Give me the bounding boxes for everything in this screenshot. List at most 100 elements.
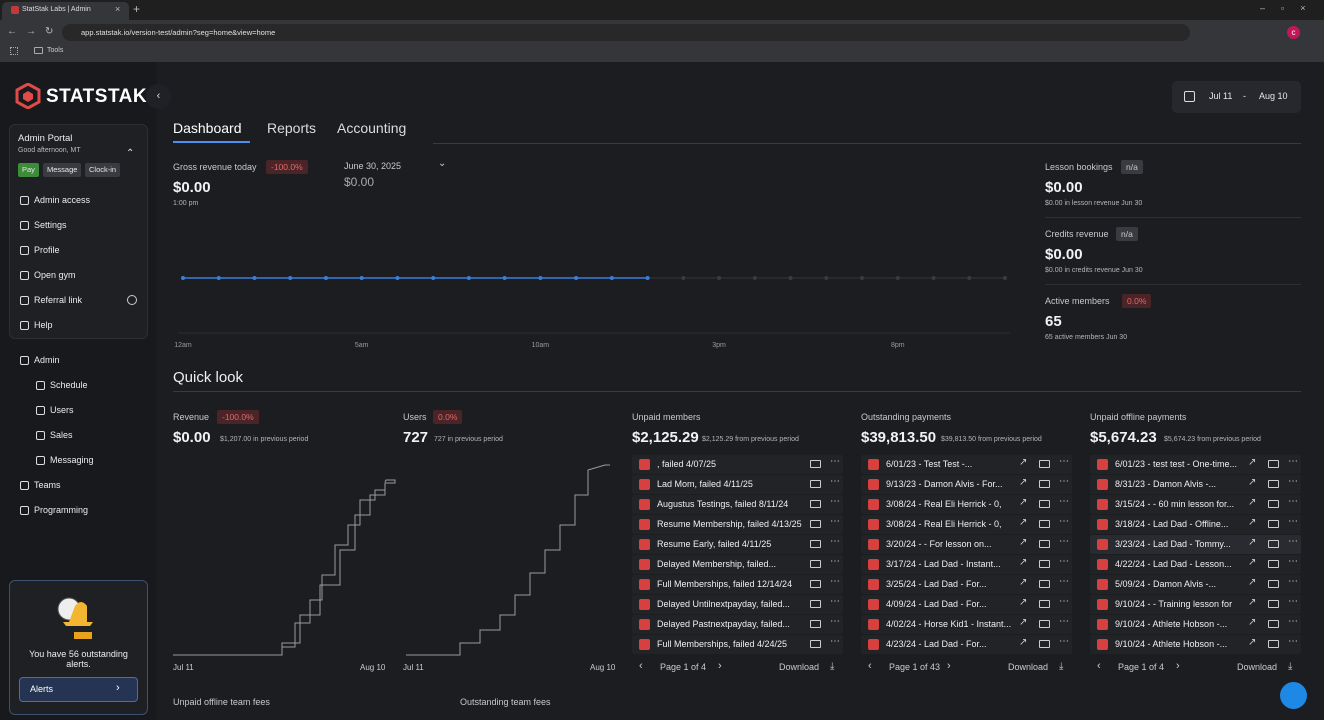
more-icon[interactable]: ⋯ [1059,636,1069,647]
more-icon[interactable]: ⋯ [830,476,840,487]
more-icon[interactable]: ⋯ [830,596,840,607]
mail-icon[interactable] [1268,480,1279,488]
mail-icon[interactable] [1039,520,1050,528]
mail-icon[interactable] [1039,640,1050,648]
mail-icon[interactable] [810,480,821,488]
menu-item[interactable]: Settings [34,220,67,230]
more-icon[interactable]: ⋯ [1059,516,1069,527]
next-page[interactable]: › [718,660,722,672]
row-bg[interactable] [861,635,1072,654]
tab[interactable] [2,2,129,20]
more-icon[interactable]: ⋯ [1288,476,1298,487]
row-bg[interactable] [1090,495,1301,514]
row-bg[interactable] [1090,455,1301,474]
row-bg[interactable] [861,475,1072,494]
date-picker[interactable] [1172,81,1301,113]
open-icon[interactable]: ↗ [1019,617,1028,628]
mail-icon[interactable] [810,560,821,568]
mail-icon[interactable] [810,640,821,648]
mail-icon[interactable] [1268,500,1279,508]
collapse-button[interactable]: ‹ [146,84,171,109]
row-bg[interactable] [1090,615,1301,634]
download-icon[interactable]: ⤓ [1288,661,1293,672]
more-icon[interactable]: ⋯ [830,616,840,627]
menu-item[interactable]: Messaging [50,455,94,465]
row-bg[interactable] [632,455,843,474]
menu-item[interactable]: Referral link [34,295,83,305]
row-bg[interactable] [1090,475,1301,494]
mail-icon[interactable] [1039,600,1050,608]
mail-icon[interactable] [1039,460,1050,468]
address-bar[interactable] [62,24,1190,41]
more-icon[interactable]: ⋯ [1288,576,1298,587]
open-icon[interactable]: ↗ [1248,497,1257,508]
download-icon[interactable]: ⤓ [1059,661,1064,672]
open-icon[interactable]: ↗ [1019,537,1028,548]
menu-section[interactable]: Admin [34,355,60,365]
menu-item[interactable]: Programming [34,505,89,515]
bookmark[interactable]: Tools [47,47,64,54]
mail-icon[interactable] [810,460,821,468]
profile-avatar[interactable]: c [1287,26,1300,39]
row-bg[interactable] [861,615,1072,634]
row-bg[interactable] [861,535,1072,554]
row-bg[interactable] [1090,595,1301,614]
row-bg[interactable] [632,515,843,534]
more-icon[interactable]: ⋯ [1288,556,1298,567]
open-icon[interactable]: ↗ [1019,477,1028,488]
row-bg[interactable] [1090,575,1301,594]
alerts-button[interactable] [19,677,138,702]
open-icon[interactable]: ↗ [1248,537,1257,548]
more-icon[interactable]: ⋯ [1288,456,1298,467]
open-icon[interactable]: ↗ [1019,597,1028,608]
menu-item[interactable]: Schedule [50,380,88,390]
more-icon[interactable]: ⋯ [1059,496,1069,507]
mail-icon[interactable] [810,500,821,508]
mail-icon[interactable] [810,580,821,588]
row-bg[interactable] [861,515,1072,534]
open-icon[interactable]: ↗ [1248,517,1257,528]
row-bg[interactable] [1090,515,1301,534]
more-icon[interactable]: ⋯ [830,456,840,467]
mail-icon[interactable] [1039,620,1050,628]
open-icon[interactable]: ↗ [1248,637,1257,648]
open-icon[interactable]: ↗ [1248,577,1257,588]
mail-icon[interactable] [1039,560,1050,568]
row-bg[interactable] [632,475,843,494]
menu-item[interactable]: Profile [34,245,60,255]
nav-tab[interactable]: Accounting [337,120,407,136]
chat-button[interactable] [1280,682,1307,709]
mail-icon[interactable] [810,540,821,548]
tab-close[interactable]: × [115,4,121,14]
more-icon[interactable]: ⋯ [1288,496,1298,507]
open-icon[interactable]: ↗ [1019,457,1028,468]
open-icon[interactable]: ↗ [1019,577,1028,588]
more-icon[interactable]: ⋯ [1059,456,1069,467]
prev-page[interactable]: ‹ [639,660,643,672]
download[interactable]: Download [1237,662,1278,672]
new-tab[interactable]: + [133,2,141,16]
prev-page[interactable]: ‹ [1097,660,1101,672]
more-icon[interactable]: ⋯ [1059,576,1069,587]
more-icon[interactable]: ⋯ [1288,536,1298,547]
mail-icon[interactable] [1268,620,1279,628]
row-bg[interactable] [632,635,843,654]
mail-icon[interactable] [1268,540,1279,548]
more-icon[interactable]: ⋯ [1288,596,1298,607]
portal-toggle[interactable]: ⌃ [126,148,135,159]
more-icon[interactable]: ⋯ [830,556,840,567]
open-icon[interactable]: ↗ [1248,617,1257,628]
more-icon[interactable]: ⋯ [1288,616,1298,627]
more-icon[interactable]: ⋯ [830,516,840,527]
open-icon[interactable]: ↗ [1019,497,1028,508]
row-bg[interactable] [1090,635,1301,654]
open-icon[interactable]: ↗ [1248,477,1257,488]
row-bg[interactable] [861,495,1072,514]
more-icon[interactable]: ⋯ [1059,616,1069,627]
mail-icon[interactable] [1039,540,1050,548]
row-bg[interactable] [632,495,843,514]
mail-icon[interactable] [1268,600,1279,608]
mail-icon[interactable] [1268,460,1279,468]
open-icon[interactable]: ↗ [1248,597,1257,608]
mail-icon[interactable] [1039,500,1050,508]
